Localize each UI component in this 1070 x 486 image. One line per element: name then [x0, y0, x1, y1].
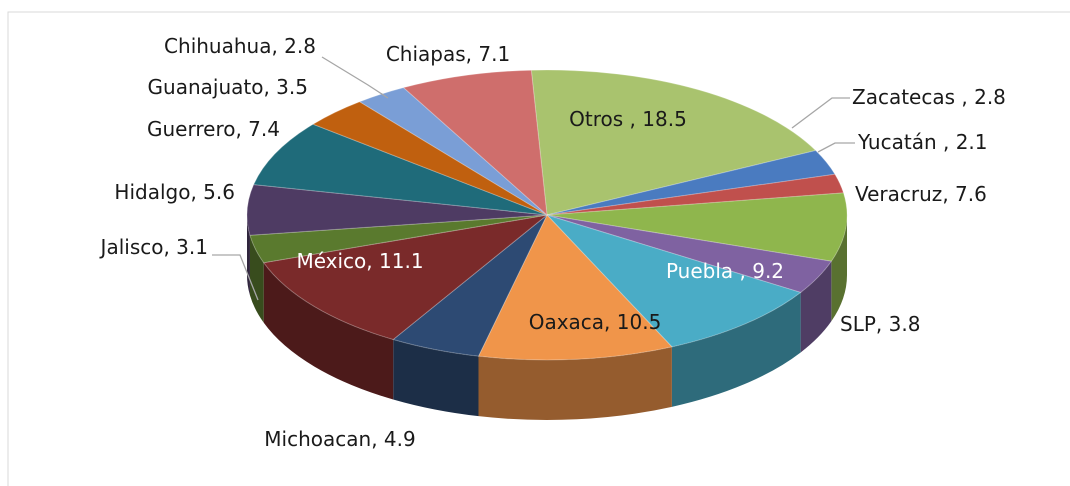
value-label: , 9.2	[733, 259, 784, 283]
data-label: Hidalgo, 5.6	[114, 180, 235, 204]
slice-side	[478, 346, 672, 421]
data-label: Yucatán , 2.1	[857, 130, 988, 154]
slice-side	[831, 215, 848, 322]
value-label: , 2.8	[271, 34, 316, 58]
slice	[546, 149, 836, 216]
slice	[358, 87, 548, 216]
category-label: Hidalgo	[114, 180, 190, 204]
data-label: Chihuahua, 2.8	[164, 34, 316, 58]
slice	[546, 192, 848, 262]
value-label: , 10.5	[604, 310, 661, 334]
data-label: Michoacan, 4.9	[264, 427, 415, 451]
slice	[546, 173, 845, 216]
category-label: México	[296, 249, 366, 273]
data-label: Puebla , 9.2	[666, 259, 784, 283]
slice	[530, 69, 817, 216]
value-label: , 7.4	[235, 117, 280, 141]
leader-line	[791, 97, 850, 129]
slice	[262, 214, 549, 341]
data-label: Otros , 18.5	[569, 107, 687, 131]
category-label: Chihuahua	[164, 34, 271, 58]
slice	[477, 214, 673, 361]
chart-frame	[7, 11, 1070, 486]
data-label: México, 11.1	[296, 249, 423, 273]
category-label: SLP	[840, 312, 876, 336]
value-label: , 4.9	[371, 427, 416, 451]
data-label: Guanajuato, 3.5	[148, 75, 308, 99]
data-label: Guerrero, 7.4	[147, 117, 280, 141]
data-label: Zacatecas , 2.8	[852, 85, 1006, 109]
value-label: , 18.5	[623, 107, 687, 131]
slice	[392, 214, 548, 357]
data-label: Jalisco, 3.1	[99, 235, 208, 259]
category-label: Otros	[569, 107, 623, 131]
leader-line	[212, 254, 259, 301]
value-label: , 2.1	[937, 130, 988, 154]
slice	[252, 123, 548, 216]
data-label: SLP, 3.8	[840, 312, 920, 336]
category-label: Michoacan	[264, 427, 371, 451]
slice-side	[263, 262, 394, 400]
slice	[249, 214, 548, 264]
slice	[311, 101, 548, 216]
slice-side	[393, 339, 479, 417]
category-label: Guanajuato	[148, 75, 264, 99]
leader-line	[321, 56, 389, 99]
leader-lines	[212, 56, 855, 301]
data-label: Veracruz, 7.6	[855, 182, 987, 206]
value-label: , 2.8	[955, 85, 1006, 109]
value-label: , 11.1	[366, 249, 423, 273]
category-label: Chiapas	[386, 42, 466, 66]
value-label: , 7.6	[942, 182, 987, 206]
category-label: Jalisco	[99, 235, 164, 259]
pie-tops	[246, 69, 848, 361]
category-label: Puebla	[666, 259, 733, 283]
value-label: , 3.1	[163, 235, 208, 259]
slice-side	[671, 292, 801, 407]
category-label: Yucatán	[857, 130, 937, 154]
value-label: , 5.6	[190, 180, 235, 204]
category-label: Guerrero	[147, 117, 235, 141]
value-label: , 7.1	[466, 42, 511, 66]
category-label: Veracruz	[855, 182, 942, 206]
slice	[402, 69, 548, 217]
slice-side	[249, 235, 264, 323]
slice	[246, 184, 548, 236]
slice	[545, 213, 802, 348]
value-label: , 3.5	[263, 75, 308, 99]
slice	[546, 214, 833, 293]
category-label: Zacatecas	[852, 85, 955, 109]
leader-line	[817, 142, 855, 153]
data-label: Oaxaca, 10.5	[529, 310, 662, 334]
slice-side	[800, 261, 832, 353]
data-labels: Otros , 18.5 Zacatecas , 2.8 Yucatán , 2.1…	[99, 34, 1006, 451]
category-label: Oaxaca	[529, 310, 604, 334]
data-label: Chiapas, 7.1	[386, 42, 510, 66]
value-label: , 3.8	[876, 312, 921, 336]
